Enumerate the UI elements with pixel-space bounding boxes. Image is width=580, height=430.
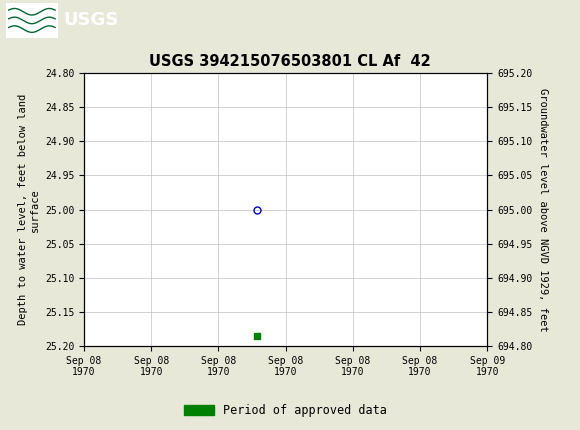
Y-axis label: Depth to water level, feet below land
surface: Depth to water level, feet below land su… [18, 94, 39, 325]
Bar [6, 3, 58, 38]
Text: USGS: USGS [64, 12, 119, 29]
Legend: Period of approved data: Period of approved data [180, 400, 392, 422]
Y-axis label: Groundwater level above NGVD 1929, feet: Groundwater level above NGVD 1929, feet [538, 88, 548, 332]
Text: USGS 394215076503801 CL Af  42: USGS 394215076503801 CL Af 42 [149, 54, 431, 69]
